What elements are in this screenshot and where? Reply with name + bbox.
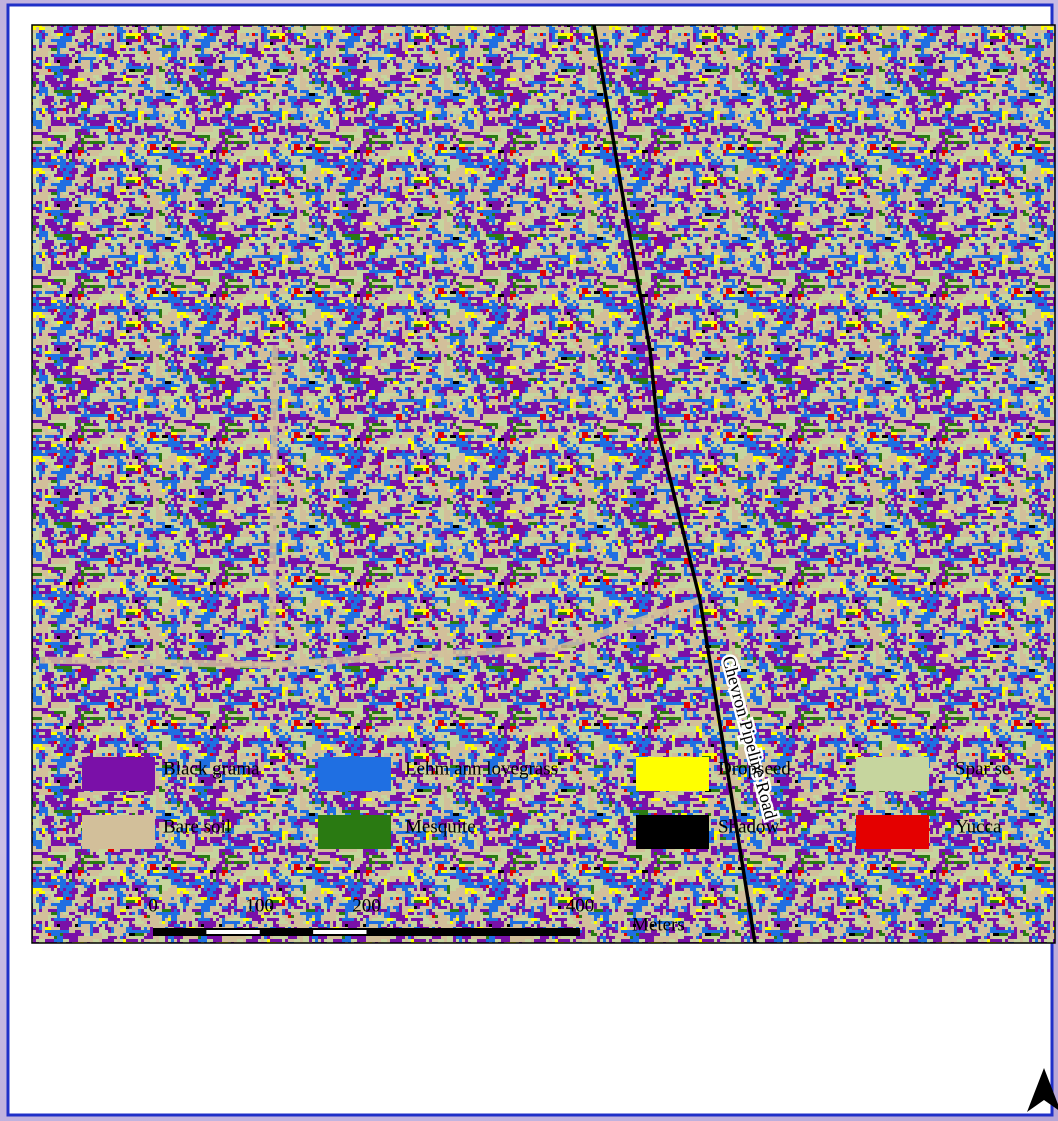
legend-swatch bbox=[318, 815, 391, 849]
legend-swatch bbox=[856, 757, 929, 791]
legend-swatch bbox=[318, 757, 391, 791]
scale-tick-label: 200 bbox=[352, 895, 381, 916]
legend-label: Mesquite bbox=[405, 816, 476, 837]
legend-label: Dropseed bbox=[718, 758, 791, 779]
legend-swatch bbox=[636, 815, 709, 849]
legend-label: Black grama bbox=[163, 758, 260, 779]
scale-tick-label: 100 bbox=[246, 895, 275, 916]
scale-bar-segment bbox=[206, 930, 259, 934]
scale-tick-label: 0 bbox=[148, 895, 158, 916]
legend-swatch bbox=[636, 757, 709, 791]
scale-bar-segment bbox=[313, 930, 366, 934]
legend-swatch bbox=[856, 815, 929, 849]
map-page: Chevron Pipeline Road Black grama Bare so… bbox=[0, 0, 1058, 1121]
legend-label: Shadow bbox=[718, 816, 780, 837]
classified-image bbox=[32, 25, 1055, 943]
legend-label: Bare soil bbox=[163, 816, 231, 837]
legend-swatch bbox=[82, 757, 155, 791]
legend-label: Lehm ann lovegrass bbox=[405, 758, 558, 779]
legend-label: Yucca bbox=[955, 816, 1002, 837]
legend-swatch bbox=[82, 815, 155, 849]
map-view: Chevron Pipeline Road bbox=[32, 25, 1055, 943]
scale-tick-label: 400 bbox=[566, 895, 595, 916]
scale-unit: Meters bbox=[632, 914, 685, 935]
legend-label: Spar se bbox=[955, 758, 1010, 779]
